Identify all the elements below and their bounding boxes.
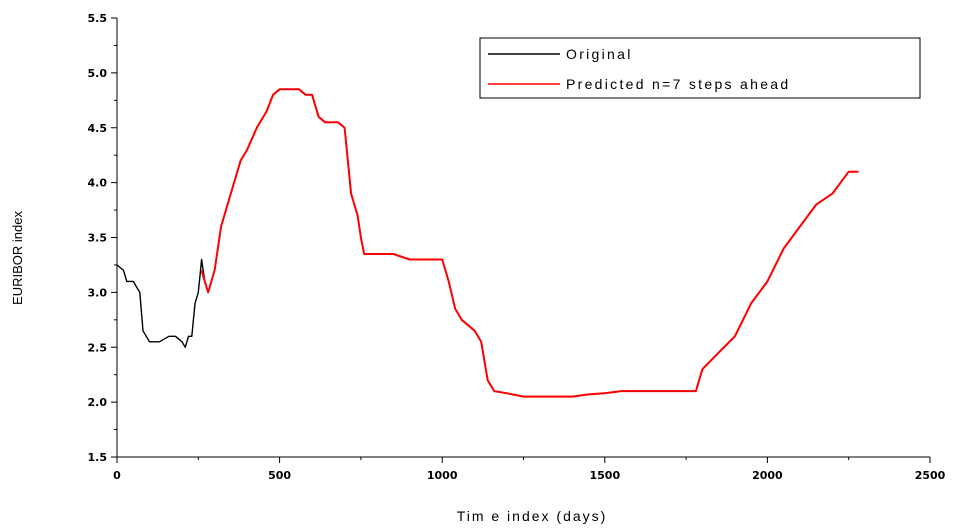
y-tick-label: 4.0 xyxy=(88,177,108,190)
legend: Original Predicted n=7 steps ahead xyxy=(479,37,921,99)
y-tick-label: 3.5 xyxy=(88,232,108,245)
x-tick-label: 0 xyxy=(113,469,121,482)
legend-box xyxy=(479,37,921,99)
y-tick-label: 2.5 xyxy=(88,341,108,354)
series-line-predicted xyxy=(200,88,859,398)
y-tick-label: 1.5 xyxy=(88,451,108,464)
y-tick-label: 3.0 xyxy=(88,286,108,299)
y-tick-label: 5.0 xyxy=(88,67,108,80)
x-tick-label: 1000 xyxy=(427,469,458,482)
x-tick-label: 2500 xyxy=(915,469,946,482)
series-layer xyxy=(116,88,859,398)
y-tick-label: 2.0 xyxy=(88,396,108,409)
x-axis-title: Tim e index (days) xyxy=(457,508,608,524)
legend-label-predicted: Predicted n=7 steps ahead xyxy=(566,76,790,92)
y-tick-label: 4.5 xyxy=(88,122,108,135)
y-axis-title: EURIBOR index xyxy=(10,211,25,305)
ticks-layer: 1.5 2.0 2.5 3.0 3.5 4.0 4.5 5.0 5.5 0 500 1000 1500 2… xyxy=(88,12,946,482)
x-tick-label: 2000 xyxy=(752,469,783,482)
x-tick-label: 500 xyxy=(268,469,291,482)
x-tick-label: 1500 xyxy=(589,469,620,482)
y-tick-label: 5.5 xyxy=(88,12,108,25)
legend-label-original: Original xyxy=(566,46,633,62)
